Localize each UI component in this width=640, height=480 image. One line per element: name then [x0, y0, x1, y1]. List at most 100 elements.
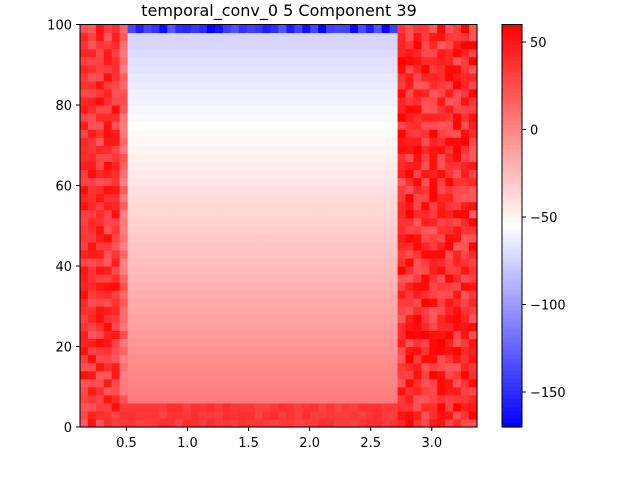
- heatmap-cell: [405, 394, 415, 404]
- heatmap-cell: [111, 314, 121, 323]
- heatmap-cell: [238, 257, 248, 267]
- heatmap-cell: [199, 378, 208, 388]
- heatmap-cell: [389, 72, 399, 82]
- colorbar-segment: [502, 28, 522, 34]
- heatmap-cell: [80, 233, 89, 243]
- heatmap-cell: [95, 346, 105, 356]
- heatmap-cell: [238, 80, 248, 90]
- heatmap-cell: [349, 410, 359, 420]
- heatmap-cell: [151, 314, 160, 323]
- heatmap-cell: [334, 24, 343, 34]
- heatmap-cell: [365, 201, 375, 211]
- heatmap-cell: [119, 88, 129, 98]
- heatmap-cell: [397, 314, 407, 323]
- heatmap-cell: [222, 225, 232, 235]
- heatmap-cell: [135, 322, 145, 331]
- heatmap-cell: [389, 177, 399, 187]
- heatmap-cell: [365, 370, 375, 380]
- heatmap-cell: [357, 137, 367, 146]
- heatmap-cell: [453, 40, 462, 50]
- heatmap-cell: [373, 40, 383, 50]
- heatmap-cell: [413, 40, 423, 50]
- heatmap-cell: [246, 402, 256, 412]
- heatmap-cell: [389, 233, 399, 243]
- heatmap-cell: [373, 314, 383, 323]
- heatmap-cell: [159, 241, 168, 251]
- heatmap-cell: [342, 378, 351, 388]
- colorbar-segment: [502, 105, 522, 110]
- heatmap-cell: [254, 153, 264, 162]
- heatmap-cell: [373, 177, 383, 187]
- heatmap-cell: [373, 24, 383, 34]
- heatmap-cell: [222, 32, 232, 42]
- heatmap-cell: [127, 410, 137, 420]
- heatmap-cell: [405, 88, 415, 98]
- heatmap-cell: [111, 306, 121, 315]
- colorbar-segment: [502, 386, 522, 392]
- heatmap-cell: [222, 418, 232, 428]
- heatmap-cell: [294, 64, 303, 74]
- heatmap-cell: [270, 322, 280, 331]
- heatmap-cell: [135, 201, 145, 211]
- heatmap-cell: [365, 225, 375, 235]
- heatmap-cell: [143, 257, 153, 267]
- heatmap-cell: [469, 266, 478, 275]
- heatmap-cell: [103, 266, 113, 275]
- heatmap-cell: [191, 113, 200, 122]
- heatmap-cell: [469, 153, 478, 162]
- heatmap-cell: [437, 64, 446, 74]
- heatmap-cell: [246, 48, 256, 58]
- heatmap-cell: [222, 378, 232, 388]
- heatmap-cell: [453, 386, 462, 396]
- heatmap-cell: [246, 105, 256, 114]
- heatmap-cell: [159, 80, 168, 90]
- colorbar-segment: [502, 165, 522, 170]
- heatmap-cell: [429, 48, 438, 58]
- heatmap-cell: [207, 129, 216, 138]
- heatmap-cell: [310, 418, 319, 428]
- heatmap-cell: [111, 88, 121, 98]
- heatmap-cell: [151, 241, 160, 251]
- heatmap-cell: [294, 386, 303, 396]
- heatmap-cell: [199, 56, 208, 66]
- heatmap-cell: [151, 72, 160, 82]
- heatmap-cell: [270, 80, 280, 90]
- heatmap-cell: [389, 354, 399, 364]
- heatmap-cell: [421, 290, 430, 299]
- heatmap-cell: [80, 290, 89, 299]
- heatmap-cell: [421, 257, 430, 267]
- heatmap-cell: [199, 96, 208, 106]
- heatmap-cell: [95, 370, 105, 380]
- colorbar-segment: [502, 378, 522, 384]
- heatmap-cell: [405, 137, 415, 146]
- heatmap-cell: [461, 370, 470, 380]
- heatmap-cell: [183, 177, 192, 187]
- heatmap-cell: [214, 32, 224, 42]
- heatmap-cell: [167, 378, 176, 388]
- heatmap-cell: [199, 161, 208, 170]
- heatmap-cell: [262, 48, 272, 58]
- heatmap-cell: [294, 402, 303, 412]
- heatmap-cell: [80, 362, 89, 372]
- heatmap-cell: [119, 64, 129, 74]
- heatmap-cell: [342, 40, 351, 50]
- heatmap-cell: [119, 209, 129, 219]
- heatmap-cell: [397, 241, 407, 251]
- colorbar-segment: [502, 310, 522, 315]
- heatmap-cell: [342, 129, 351, 138]
- heatmap-cell: [286, 306, 295, 315]
- heatmap-cell: [127, 129, 137, 138]
- heatmap-cell: [413, 193, 423, 203]
- heatmap-cell: [294, 161, 303, 170]
- heatmap-cell: [103, 386, 113, 396]
- heatmap-cell: [302, 121, 311, 130]
- heatmap-cell: [326, 314, 335, 323]
- heatmap-cell: [334, 32, 343, 42]
- heatmap-cell: [191, 193, 200, 203]
- heatmap-cell: [373, 257, 383, 267]
- heatmap-cell: [151, 346, 160, 356]
- heatmap-cell: [135, 257, 145, 267]
- heatmap-cell: [302, 169, 311, 179]
- heatmap-cell: [445, 306, 454, 315]
- heatmap-cell: [167, 257, 176, 267]
